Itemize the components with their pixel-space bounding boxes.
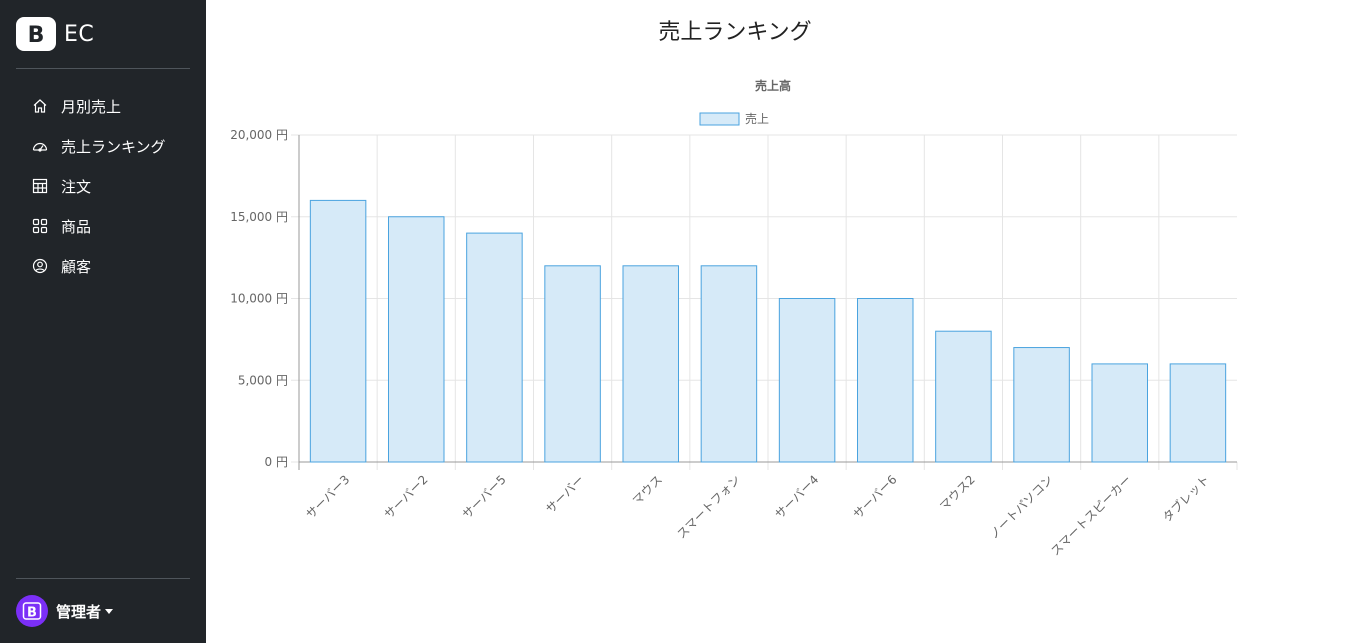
brand-name: EC (64, 21, 95, 47)
sidebar-divider-top (16, 68, 190, 69)
speedometer-icon (31, 137, 49, 155)
bar (857, 298, 914, 463)
sidebar-item-monthly-sales[interactable]: 月別売上 (16, 86, 190, 126)
y-tick-label: 15,000 円 (230, 210, 288, 224)
x-tick-label: サーバー5 (460, 472, 509, 521)
chart-title: 売上高 (755, 78, 791, 93)
user-menu-toggle[interactable]: B 管理者 (16, 595, 114, 627)
main-content: 売上ランキング 売上高売上 0 円 5,000 円 10,000 円 15,000 円 2… (206, 0, 1366, 643)
y-tick-label: 5,000 円 (238, 373, 288, 387)
page-title: 売上ランキング (658, 20, 812, 45)
bar (1091, 363, 1148, 463)
sidebar-divider-bottom (16, 578, 190, 579)
caret-down-icon (105, 608, 114, 614)
bar (700, 265, 758, 463)
bar (388, 216, 445, 463)
sidebar-item-label: 月別売上 (61, 97, 122, 116)
bar (544, 265, 601, 463)
x-tick-label: サーバー4 (772, 472, 821, 521)
y-tick-label: 10,000 円 (230, 292, 288, 306)
x-tick-label: サーバー (543, 472, 587, 516)
brand[interactable]: B EC (16, 17, 94, 51)
y-tick-label: 20,000 円 (230, 128, 288, 142)
bar (466, 232, 523, 463)
bar (935, 330, 992, 463)
sidebar-item-label: 商品 (61, 217, 92, 236)
sidebar-item-sales-ranking[interactable]: 売上ランキング (16, 126, 190, 166)
person-circle-icon (31, 257, 49, 275)
sidebar-item-label: 注文 (61, 177, 92, 196)
x-tick-label: タブレット (1159, 472, 1212, 525)
x-tick-label: サーバー2 (381, 472, 430, 521)
user-name: 管理者 (56, 602, 102, 621)
x-tick-label: スマートフォン (674, 472, 743, 541)
x-tick-label: サーバー6 (850, 472, 899, 521)
y-tick-label: 0 円 (265, 455, 288, 469)
sidebar-item-label: 顧客 (61, 257, 92, 276)
bootstrap-logo-icon: B (16, 17, 56, 51)
sidebar-item-products[interactable]: 商品 (16, 206, 190, 246)
x-tick-label: サーバー3 (303, 472, 352, 521)
legend-label: 売上 (745, 111, 769, 126)
sidebar-nav: 月別売上 売上ランキング 注文 (16, 86, 190, 286)
sidebar-item-orders[interactable]: 注文 (16, 166, 190, 206)
bar (309, 199, 367, 463)
x-tick-label: マウス (630, 472, 665, 507)
svg-text:B: B (28, 23, 45, 48)
house-icon (31, 97, 49, 115)
bar (1013, 347, 1070, 463)
sidebar-item-customers[interactable]: 顧客 (16, 246, 190, 286)
svg-text:B: B (27, 606, 37, 621)
x-tick-label: スマートスピーカー (1048, 472, 1134, 558)
table-icon (31, 177, 49, 195)
sidebar-item-label: 売上ランキング (61, 137, 166, 156)
grid-icon (31, 217, 49, 235)
avatar: B (16, 595, 48, 627)
x-tick-label: マウス2 (937, 472, 978, 513)
legend-swatch (699, 112, 740, 126)
bar (1169, 363, 1227, 463)
x-tick-label: ノートパソコン (987, 472, 1056, 541)
sidebar: B EC 月別売上 売上ランキング (0, 0, 206, 643)
bar (778, 298, 836, 463)
bar (622, 265, 679, 463)
